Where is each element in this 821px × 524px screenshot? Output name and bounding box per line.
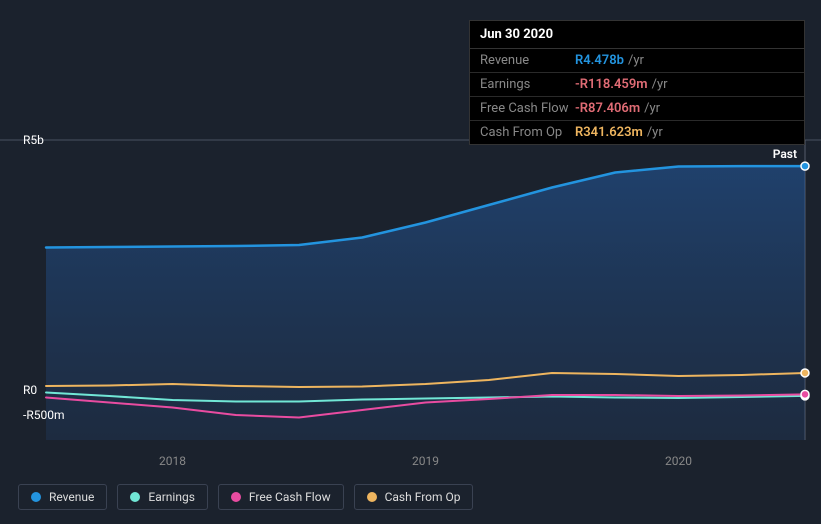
legend: Revenue Earnings Free Cash Flow Cash From O… xyxy=(18,484,473,510)
fcf-color-dot xyxy=(231,492,241,502)
tooltip-row-value: R4.478b xyxy=(575,53,624,68)
tooltip-row-unit: /yr xyxy=(644,101,660,116)
tooltip-row-unit: /yr xyxy=(647,125,663,140)
past-label: Past xyxy=(773,147,797,161)
y-tick-label: -R500m xyxy=(23,408,64,422)
series-endpoint-fcf xyxy=(801,390,809,398)
series-endpoint-cfo xyxy=(801,369,809,377)
tooltip-row-value: R341.623m xyxy=(575,125,643,140)
tooltip-row-unit: /yr xyxy=(652,77,668,92)
legend-item-label: Cash From Op xyxy=(385,490,461,504)
tooltip-row-value: -R118.459m xyxy=(575,77,648,92)
legend-item-earnings[interactable]: Earnings xyxy=(117,484,208,510)
tooltip-row-label: Free Cash Flow xyxy=(480,101,575,116)
tooltip-row: RevenueR4.478b/yr xyxy=(470,49,804,73)
tooltip-date: Jun 30 2020 xyxy=(470,21,804,49)
earnings-color-dot xyxy=(130,492,140,502)
revenue-color-dot xyxy=(31,492,41,502)
series-endpoint-revenue xyxy=(801,162,809,170)
tooltip-row: Free Cash Flow-R87.406m/yr xyxy=(470,97,804,121)
tooltip-row-label: Earnings xyxy=(480,77,575,92)
hover-tooltip: Jun 30 2020 RevenueR4.478b/yrEarnings-R1… xyxy=(469,20,805,145)
tooltip-row-label: Revenue xyxy=(480,53,575,68)
legend-item-revenue[interactable]: Revenue xyxy=(18,484,107,510)
x-tick-label: 2018 xyxy=(159,454,186,468)
tooltip-row-label: Cash From Op xyxy=(480,125,575,140)
legend-item-cfo[interactable]: Cash From Op xyxy=(354,484,474,510)
legend-item-fcf[interactable]: Free Cash Flow xyxy=(218,484,344,510)
legend-item-label: Revenue xyxy=(49,490,94,504)
tooltip-row: Earnings-R118.459m/yr xyxy=(470,73,804,97)
y-tick-label: R0 xyxy=(23,383,37,397)
tooltip-row-unit: /yr xyxy=(628,53,644,68)
x-tick-label: 2019 xyxy=(412,454,439,468)
legend-item-label: Free Cash Flow xyxy=(249,490,331,504)
legend-item-label: Earnings xyxy=(148,490,195,504)
x-tick-label: 2020 xyxy=(665,454,692,468)
cfo-color-dot xyxy=(367,492,377,502)
tooltip-row: Cash From OpR341.623m/yr xyxy=(470,121,804,144)
tooltip-row-value: -R87.406m xyxy=(575,101,640,116)
y-tick-label: R5b xyxy=(23,133,44,147)
